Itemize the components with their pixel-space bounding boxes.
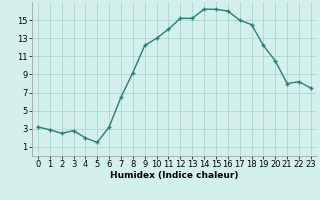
X-axis label: Humidex (Indice chaleur): Humidex (Indice chaleur) bbox=[110, 171, 239, 180]
